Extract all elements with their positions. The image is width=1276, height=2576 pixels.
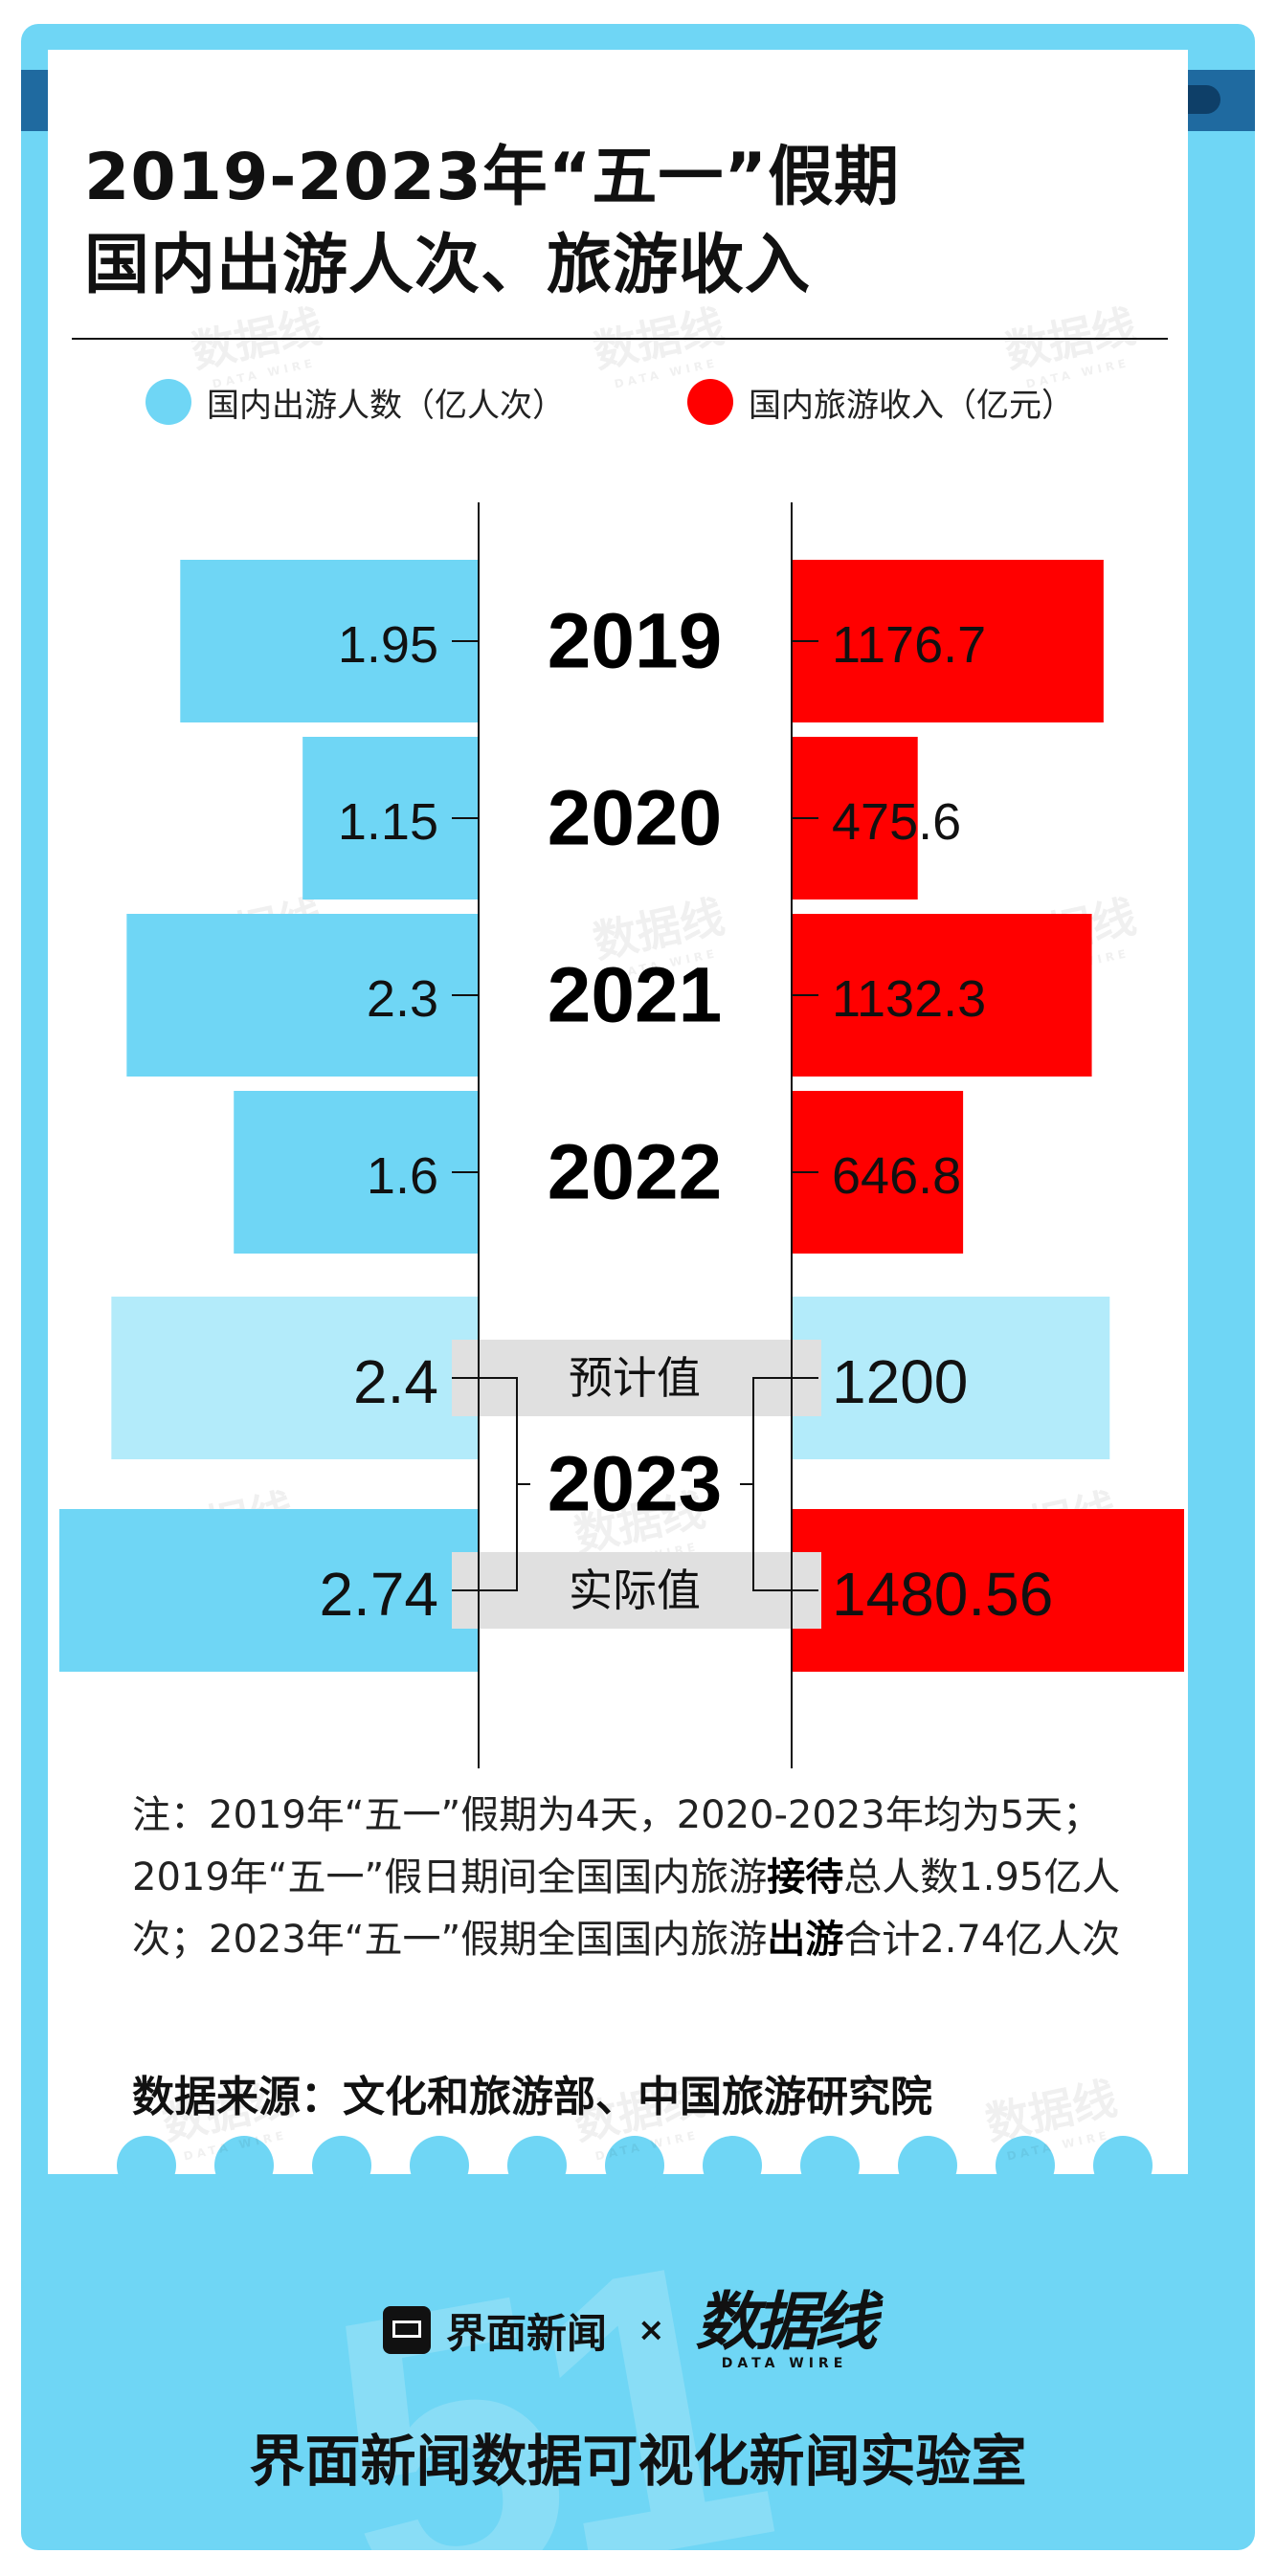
note-bold-2: 出游 bbox=[767, 1918, 844, 1962]
year-label-2021: 2021 bbox=[548, 952, 722, 1039]
data-label-revenue-2019: 1176.7 bbox=[832, 616, 986, 674]
scallop bbox=[410, 2136, 469, 2195]
bar-revenue-2019 bbox=[792, 560, 1104, 722]
legend-swatch-red bbox=[687, 379, 733, 425]
legend-item-revenue: 国内旅游收入（亿元） bbox=[687, 378, 1074, 426]
data-label-trips-2022: 1.6 bbox=[367, 1147, 438, 1205]
scallop bbox=[1191, 2136, 1250, 2195]
scallop bbox=[898, 2136, 957, 2195]
jiemian-logo-icon bbox=[383, 2306, 431, 2354]
data-source: 数据来源：文化和旅游部、中国旅游研究院 bbox=[132, 2073, 932, 2121]
data-label-trips-2021: 2.3 bbox=[367, 970, 438, 1028]
brand-name: 界面新闻 bbox=[446, 2309, 608, 2357]
legend-label-revenue: 国内旅游收入（亿元） bbox=[749, 386, 1074, 425]
bar-revenue-2023-actual bbox=[792, 1509, 1184, 1672]
data-wire-logo: 数据线 DATA WIRE bbox=[695, 2285, 878, 2372]
bar-revenue-2022 bbox=[792, 1091, 964, 1254]
scallop bbox=[312, 2136, 371, 2195]
year-label-2020: 2020 bbox=[548, 775, 722, 862]
data-label-revenue-2021: 1132.3 bbox=[832, 970, 986, 1028]
data-label-revenue-2022: 646.8 bbox=[832, 1147, 961, 1205]
bar-trips-2022 bbox=[234, 1091, 479, 1254]
bar-trips-2021 bbox=[126, 914, 480, 1077]
bar-trips-2020 bbox=[302, 737, 479, 899]
lab-title: 界面新闻数据可视化新闻实验室 bbox=[249, 2429, 1027, 2494]
data-label-revenue-2020: 475.6 bbox=[832, 793, 961, 851]
scallop bbox=[1093, 2136, 1153, 2195]
data-label-revenue-2023-actual: 1480.56 bbox=[832, 1560, 1053, 1629]
data-label-trips-2019: 1.95 bbox=[338, 616, 438, 674]
year-label-2019: 2019 bbox=[548, 598, 722, 685]
note-part-1: 注：2019年“五一”假期为4天，2020-2023年均为5天；2019年“五一… bbox=[132, 1793, 1102, 1899]
forecast-label: 预计值 bbox=[569, 1352, 701, 1404]
data-label-trips-2023-actual: 2.74 bbox=[319, 1560, 438, 1629]
scallop bbox=[996, 2136, 1055, 2195]
bar-revenue-2023-forecast bbox=[792, 1297, 1110, 1459]
chart-note: 注：2019年“五一”假期为4天，2020-2023年均为5天；2019年“五一… bbox=[132, 1785, 1156, 1971]
data-label-revenue-2023-forecast: 1200 bbox=[832, 1347, 968, 1416]
note-part-3: 合计2.74亿人次 bbox=[843, 1918, 1121, 1962]
note-part-2: 总人数1.95亿人次；2023年“五一”假期全国国内旅游 bbox=[132, 1855, 1121, 1962]
title-line-2: 国内出游人次、旅游收入 bbox=[84, 228, 812, 303]
bar-trips-2023-actual bbox=[59, 1509, 479, 1672]
bar-trips-2023-forecast bbox=[111, 1297, 479, 1459]
chart-title: 2019-2023年“五一”假期 国内出游人次、旅游收入 bbox=[84, 134, 1137, 310]
data-wire-logo-sub: DATA WIRE bbox=[721, 2356, 848, 2371]
data-wire-logo-text: 数据线 bbox=[695, 2285, 878, 2359]
bar-revenue-2021 bbox=[792, 914, 1092, 1077]
actual-label: 实际值 bbox=[569, 1565, 701, 1616]
title-divider bbox=[72, 338, 1168, 340]
data-label-trips-2023-forecast: 2.4 bbox=[353, 1347, 438, 1416]
title-line-1: 2019-2023年“五一”假期 bbox=[84, 140, 901, 215]
scallop bbox=[117, 2136, 176, 2195]
scallop bbox=[605, 2136, 664, 2195]
brand-times: × bbox=[638, 2311, 665, 2349]
scallop bbox=[507, 2136, 567, 2195]
legend-label-trips: 国内出游人数（亿人次） bbox=[207, 386, 565, 425]
footer-brand-row: 界面新闻 × 数据线 DATA WIRE bbox=[383, 2285, 878, 2373]
bar-trips-2019 bbox=[180, 560, 479, 722]
note-bold-1: 接待 bbox=[767, 1855, 844, 1899]
scallop bbox=[800, 2136, 860, 2195]
scallop bbox=[703, 2136, 762, 2195]
year-label-2022: 2022 bbox=[548, 1129, 722, 1216]
legend-item-trips: 国内出游人数（亿人次） bbox=[146, 378, 565, 426]
scallop bbox=[214, 2136, 274, 2195]
legend-swatch-blue bbox=[146, 379, 191, 425]
data-label-trips-2020: 1.15 bbox=[338, 793, 438, 851]
year-label-2023: 2023 bbox=[548, 1441, 722, 1528]
